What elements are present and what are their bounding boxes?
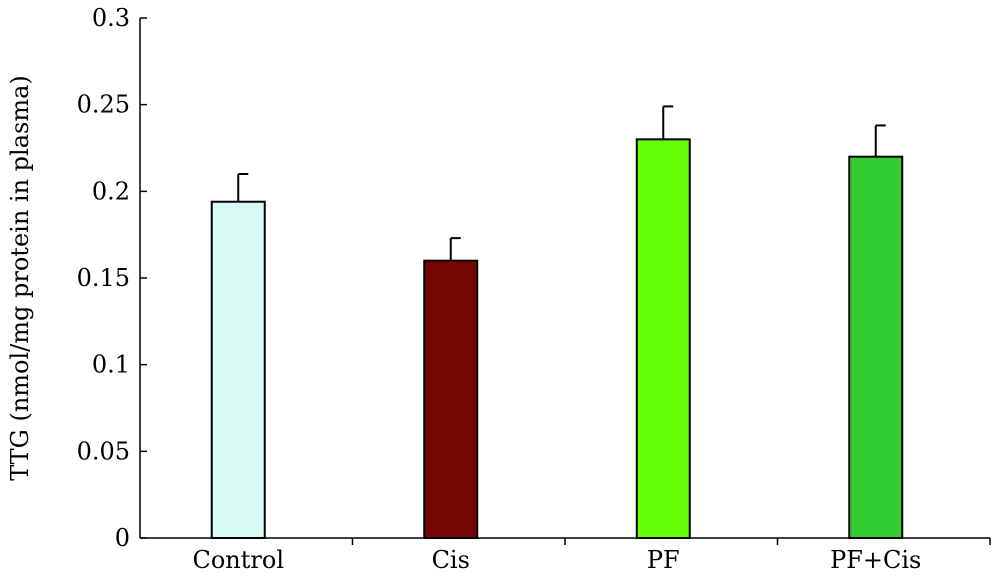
bars: [210, 138, 904, 540]
bar-pf: [635, 138, 691, 539]
x-tick-label: Control: [192, 546, 284, 574]
y-tick-label: 0.3: [92, 4, 130, 32]
y-tick-label: 0.1: [92, 351, 130, 379]
y-tick-label: 0.05: [77, 437, 130, 465]
bar-pf-cis: [848, 155, 904, 540]
bar-control: [210, 200, 266, 539]
x-tick-label: PF: [647, 546, 680, 574]
y-tick-label: 0.2: [92, 177, 130, 205]
y-tick-label: 0: [115, 524, 130, 552]
error-bars: [237, 105, 886, 261]
y-axis-title: TTG (nmol/mg protein in plasma): [6, 75, 34, 481]
bar-cis: [423, 259, 479, 539]
x-axis-tick-labels: Control Cis PF PF+Cis: [192, 538, 991, 574]
y-tick-label: 0.15: [77, 264, 130, 292]
x-tick-label: PF+Cis: [830, 546, 921, 574]
x-tick-label: Cis: [432, 546, 470, 574]
y-tick-label: 0.25: [77, 91, 130, 119]
y-axis-ticks: 0 0.05 0.1 0.15 0.2 0.25 0.3: [77, 4, 147, 552]
